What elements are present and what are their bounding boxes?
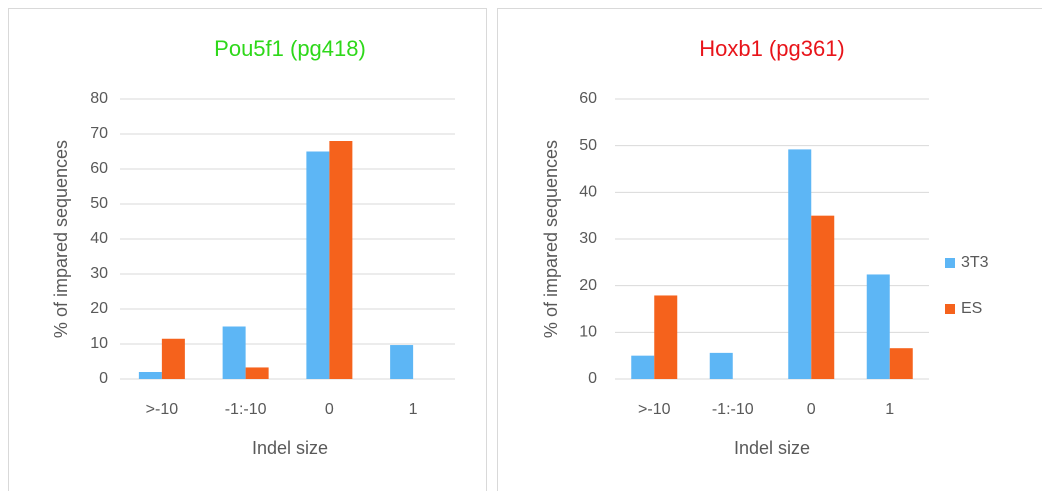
x-tick-label: 1 (409, 401, 418, 418)
y-axis-title: % of impared sequences (51, 140, 71, 338)
chart-title: Pou5f1 (pg418) (214, 36, 366, 61)
bar (329, 141, 353, 379)
y-tick-label: 20 (579, 277, 597, 294)
legend-swatch (945, 304, 955, 314)
y-tick-label: 40 (90, 230, 108, 247)
legend-swatch (945, 258, 955, 268)
y-tick-label: 50 (579, 137, 597, 154)
y-tick-label: 50 (90, 195, 108, 212)
legend-label: ES (961, 300, 982, 317)
y-tick-label: 60 (90, 160, 108, 177)
y-tick-label: 80 (90, 90, 108, 107)
x-tick-label: 0 (325, 401, 334, 418)
y-tick-label: 0 (588, 370, 597, 387)
bar (709, 352, 733, 379)
bar (631, 355, 655, 379)
y-tick-label: 60 (579, 90, 597, 107)
x-tick-label: 1 (885, 401, 894, 418)
legend-label: 3T3 (961, 254, 989, 271)
bar (390, 345, 414, 379)
y-axis-title: % of impared sequences (541, 140, 561, 338)
x-tick-label: >-10 (638, 401, 671, 418)
bar (161, 338, 185, 379)
x-axis-title: Indel size (252, 438, 328, 458)
bar (306, 151, 330, 379)
bar (654, 295, 678, 379)
x-tick-label: 0 (807, 401, 816, 418)
y-tick-label: 10 (579, 324, 597, 341)
bar (866, 274, 890, 379)
y-tick-label: 0 (99, 370, 108, 387)
bar (811, 215, 835, 379)
bar (222, 326, 246, 379)
x-tick-label: -1:-10 (712, 401, 754, 418)
x-tick-label: >-10 (146, 401, 179, 418)
bar (889, 348, 913, 379)
panel-border (497, 8, 1042, 491)
chart-title: Hoxb1 (pg361) (699, 36, 845, 61)
x-axis-title: Indel size (734, 438, 810, 458)
bar (138, 372, 162, 379)
y-tick-label: 30 (90, 265, 108, 282)
bar (245, 367, 269, 379)
panel-border (8, 8, 487, 491)
bar (788, 149, 812, 379)
y-tick-label: 40 (579, 184, 597, 201)
y-tick-label: 20 (90, 300, 108, 317)
y-tick-label: 30 (579, 230, 597, 247)
y-tick-label: 70 (90, 125, 108, 142)
y-tick-label: 10 (90, 335, 108, 352)
x-tick-label: -1:-10 (225, 401, 267, 418)
